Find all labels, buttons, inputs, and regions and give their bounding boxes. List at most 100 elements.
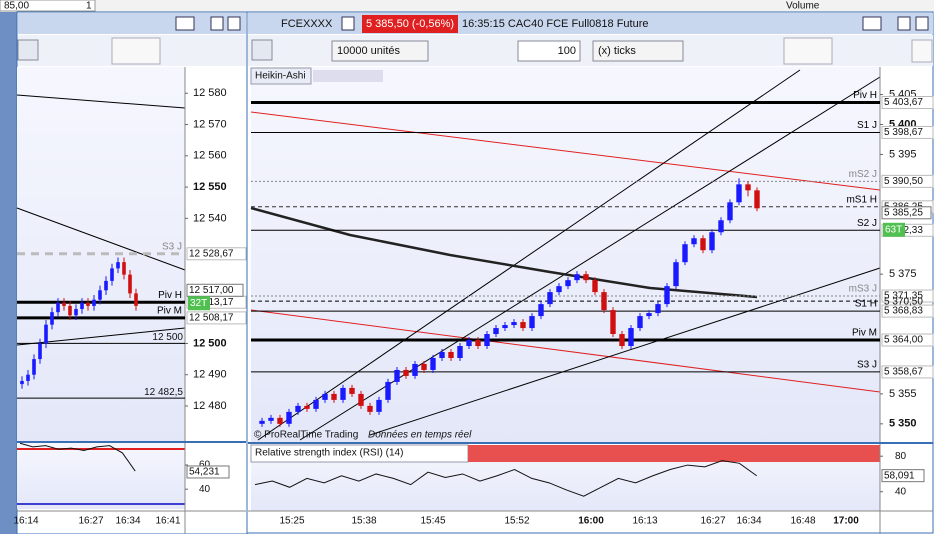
price-tick-label: 12 480 [193, 400, 227, 412]
pivot-label-box [881, 174, 934, 188]
candle-body [403, 369, 409, 376]
candle-body [736, 184, 742, 203]
rsi-current: 58,091 [884, 470, 915, 481]
rsi-line [254, 460, 757, 497]
pivot-label-box [881, 333, 934, 347]
candle-body [601, 292, 607, 311]
pivot-name: Piv M [157, 306, 182, 317]
ticks-unit-select[interactable] [592, 40, 684, 62]
ticks-count: 100 [558, 45, 576, 57]
ticks-input[interactable] [517, 40, 581, 62]
price-line-label: 12 482,5 [144, 387, 183, 398]
copyright: © ProRealTime Trading [254, 430, 358, 441]
candle-body [128, 274, 132, 294]
candle-body [745, 184, 751, 191]
pivot-name: mS1 H [846, 194, 877, 205]
current-price-box [186, 283, 244, 297]
candle-body [718, 220, 724, 233]
top-field [0, 0, 96, 12]
candle-body [86, 302, 90, 306]
candle-body [134, 293, 138, 306]
candle-body [376, 399, 382, 412]
candle-body [322, 393, 328, 400]
price-tick-label: 5 355 [889, 388, 917, 400]
time-label: 16:41 [155, 516, 180, 527]
rsi-current-box [881, 469, 925, 483]
pivot-label-box [881, 289, 934, 303]
quantity-select[interactable] [331, 40, 429, 62]
rsi-header-band [468, 445, 880, 462]
candle-body [556, 286, 562, 293]
price-badge [188, 296, 210, 311]
pivot-label-box [881, 125, 934, 139]
rsi-current-box [186, 465, 230, 479]
left-max[interactable] [210, 16, 224, 31]
candle-body [502, 325, 508, 329]
main-plot [251, 67, 880, 443]
candle-body [466, 340, 472, 347]
pivot-label-box [186, 247, 247, 261]
candle-body [565, 280, 571, 287]
main-max[interactable] [897, 16, 911, 31]
main-side-button[interactable] [911, 39, 933, 63]
current-price: 12 517,00 [189, 285, 234, 296]
top-value: 85,00 [4, 1, 29, 12]
candle-body [331, 393, 337, 400]
pivot-label: 12 513,17 [189, 297, 234, 308]
main-close[interactable] [915, 16, 929, 31]
candle-body [80, 302, 84, 310]
price-tick-label: 12 580 [193, 87, 227, 99]
candle-body [349, 387, 355, 394]
rsi-tick-label: 40 [895, 486, 907, 497]
main-icon[interactable] [862, 16, 882, 31]
info-icon[interactable] [341, 16, 355, 31]
candle-body [286, 411, 292, 424]
rsi-title: Relative strength index (RSI) (14) [255, 448, 403, 459]
candle-body [50, 312, 54, 325]
candle-body [277, 417, 283, 424]
price-badge-text: 5 385,50 (-0,56%) [366, 18, 454, 30]
rsi-tick-label: 80 [895, 451, 907, 462]
side-strip [0, 12, 17, 534]
candle-body [664, 286, 670, 305]
candle-body [304, 405, 310, 409]
candle-body [104, 280, 108, 291]
main-dropdown[interactable] [251, 39, 273, 61]
candle-body [412, 363, 418, 376]
style-icons[interactable] [313, 70, 383, 82]
candle-body [592, 280, 598, 293]
rsi-tick-label: 60 [199, 460, 211, 471]
pivot-label-box [186, 311, 247, 325]
pivot-name: Piv H [853, 90, 877, 101]
left-rsi-plot [17, 443, 185, 509]
candle-body [430, 357, 436, 370]
main-chart-menu[interactable] [783, 37, 833, 65]
left-dropdown[interactable] [17, 39, 39, 61]
price-tick-label: 12 560 [193, 150, 227, 162]
candle-body [439, 351, 445, 358]
candle-body [646, 313, 652, 317]
candle-body [682, 244, 688, 263]
candle-body [394, 369, 400, 382]
left-chart-menu[interactable] [111, 37, 161, 65]
candle-body [56, 302, 60, 313]
candle-body [98, 290, 102, 300]
price-badge-text: 63T [885, 224, 902, 235]
price-line-label: 12 500 [152, 332, 183, 343]
volume-label: Volume [786, 1, 820, 12]
pivot-name: Piv H [158, 290, 182, 301]
pivot-name: Piv M [852, 328, 877, 339]
price-tick-label: 12 550 [193, 181, 227, 193]
left-close[interactable] [227, 16, 241, 31]
left-icon[interactable] [175, 16, 195, 31]
price-badge-text: 32T [190, 298, 207, 309]
pivot-name: S2 J [857, 218, 877, 229]
candle-body [655, 304, 661, 314]
candle-body [38, 343, 42, 360]
candle-body [26, 374, 30, 381]
candle-body [547, 292, 553, 305]
pivot-label-box [881, 304, 934, 318]
time-label: 16:00 [578, 516, 604, 527]
